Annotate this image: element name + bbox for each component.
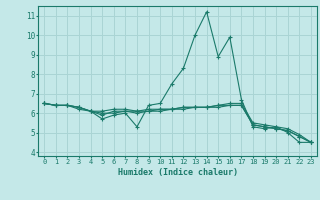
X-axis label: Humidex (Indice chaleur): Humidex (Indice chaleur) bbox=[118, 168, 238, 177]
